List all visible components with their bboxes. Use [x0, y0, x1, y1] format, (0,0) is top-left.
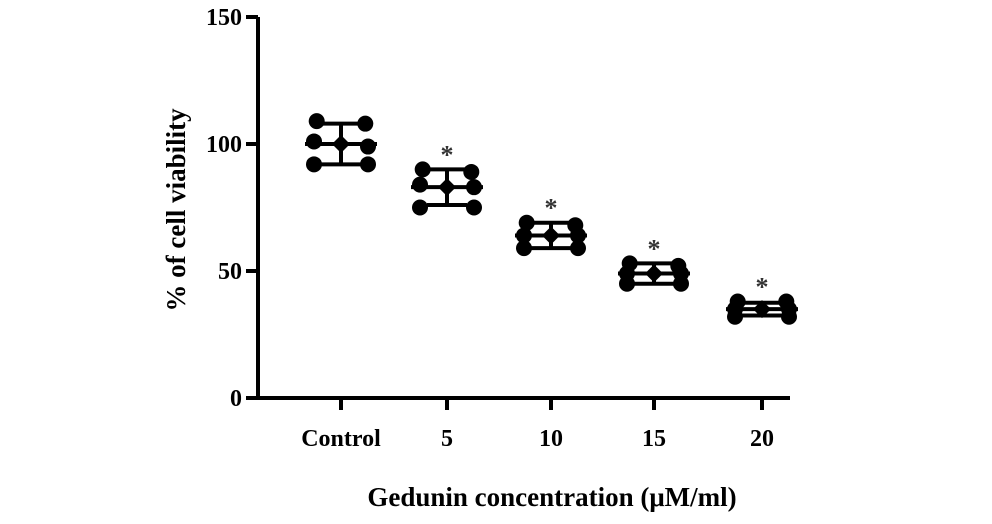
x-tick-label: 5	[441, 426, 453, 452]
y-tick-label: 0	[230, 386, 242, 412]
data-point	[414, 161, 431, 178]
significance-star: *	[648, 234, 661, 263]
data-point	[516, 240, 532, 257]
data-point	[412, 176, 428, 193]
data-point	[466, 199, 482, 216]
data-point	[357, 115, 374, 132]
data-point	[781, 308, 797, 325]
data-point	[360, 156, 376, 173]
significance-star: *	[441, 140, 454, 169]
group-5: *	[411, 140, 483, 216]
y-tick-label: 150	[206, 5, 242, 31]
x-tick-label: 20	[750, 426, 774, 452]
data-point	[308, 113, 325, 130]
y-tick-label: 100	[206, 132, 242, 158]
data-point	[463, 163, 480, 180]
data-point	[570, 240, 586, 257]
y-axis-title: % of cell viability	[161, 108, 191, 312]
group-20: *	[726, 272, 798, 325]
axes: 0 50 100 150 Control 5 10 15 20	[206, 5, 790, 452]
data-point	[306, 133, 322, 150]
group-control	[305, 113, 377, 173]
data-point	[727, 308, 743, 325]
significance-star: *	[545, 194, 558, 223]
group-15: *	[618, 234, 690, 292]
data-point	[306, 156, 322, 173]
data-point	[518, 214, 535, 231]
x-tick-label: Control	[301, 426, 381, 452]
data-point	[360, 138, 376, 155]
data-point	[619, 275, 635, 292]
x-axis-title: Gedunin concentration (μM/ml)	[367, 482, 736, 512]
data-point	[673, 275, 689, 292]
x-tick-label: 10	[539, 426, 563, 452]
group-10: *	[515, 194, 587, 257]
data-point	[412, 199, 428, 216]
significance-star: *	[756, 272, 769, 301]
x-tick-label: 15	[642, 426, 666, 452]
y-tick-label: 50	[218, 259, 242, 285]
data-marks: * * * *	[305, 113, 798, 325]
